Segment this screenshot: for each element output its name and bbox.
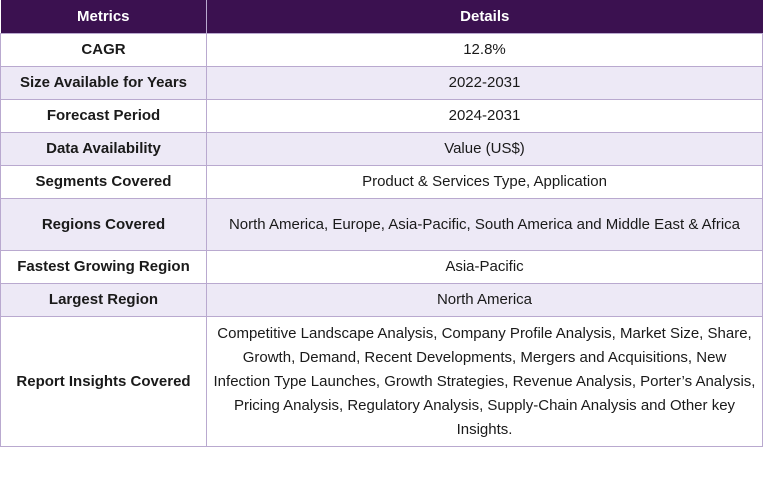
- detail-cell: Product & Services Type, Application: [206, 165, 763, 199]
- detail-cell: North America, Europe, Asia-Pacific, Sou…: [206, 198, 763, 251]
- detail-cell: 2022-2031: [206, 66, 763, 100]
- metric-cell: Segments Covered: [0, 165, 207, 199]
- table-row: Size Available for Years 2022-2031: [0, 66, 763, 100]
- metric-cell: Fastest Growing Region: [0, 250, 207, 284]
- detail-cell: 2024-2031: [206, 99, 763, 133]
- detail-cell: North America: [206, 283, 763, 317]
- detail-cell: Asia-Pacific: [206, 250, 763, 284]
- table-row: CAGR 12.8%: [0, 33, 763, 67]
- metric-cell: Forecast Period: [0, 99, 207, 133]
- table-header-row: Metrics Details: [0, 0, 763, 34]
- detail-cell: Competitive Landscape Analysis, Company …: [206, 316, 763, 447]
- detail-cell: 12.8%: [206, 33, 763, 67]
- metric-cell: CAGR: [0, 33, 207, 67]
- detail-cell: Value (US$): [206, 132, 763, 166]
- table-row: Forecast Period 2024-2031: [0, 99, 763, 133]
- table-row: Regions Covered North America, Europe, A…: [0, 198, 763, 251]
- metric-cell: Data Availability: [0, 132, 207, 166]
- table-row: Data Availability Value (US$): [0, 132, 763, 166]
- metric-cell: Report Insights Covered: [0, 316, 207, 447]
- table-row: Report Insights Covered Competitive Land…: [0, 316, 763, 447]
- metric-cell: Largest Region: [0, 283, 207, 317]
- metric-cell: Regions Covered: [0, 198, 207, 251]
- header-details: Details: [206, 0, 763, 34]
- table-row: Fastest Growing Region Asia-Pacific: [0, 250, 763, 284]
- table-row: Largest Region North America: [0, 283, 763, 317]
- table-row: Segments Covered Product & Services Type…: [0, 165, 763, 199]
- metrics-table: Metrics Details CAGR 12.8% Size Availabl…: [0, 0, 763, 447]
- header-metrics: Metrics: [0, 0, 207, 34]
- metric-cell: Size Available for Years: [0, 66, 207, 100]
